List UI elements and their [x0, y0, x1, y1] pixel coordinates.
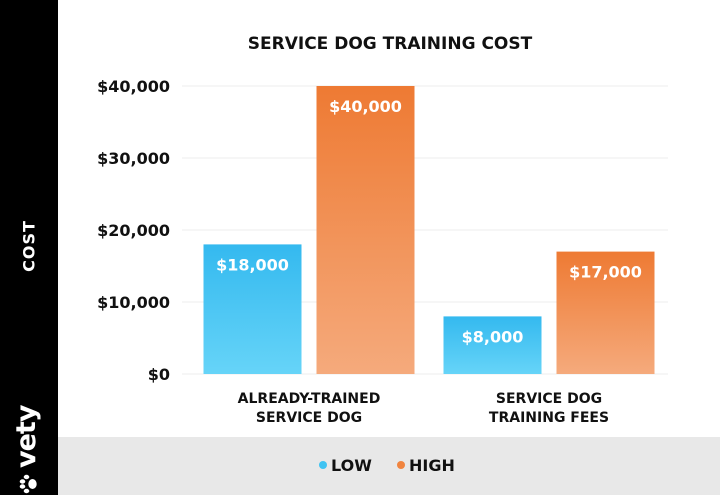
data-label: $8,000	[462, 327, 524, 346]
y-tick-label: $40,000	[97, 77, 170, 96]
y-tick-label: $30,000	[97, 149, 170, 168]
x-category-label: SERVICE DOG	[256, 410, 362, 426]
brand-logo: vety	[9, 380, 49, 500]
paw-icon	[19, 474, 37, 494]
legend-marker-high	[397, 461, 405, 469]
legend-marker-low	[319, 461, 327, 469]
data-label: $18,000	[216, 255, 289, 274]
sidebar: COST vety	[0, 0, 58, 495]
data-label: $17,000	[569, 263, 642, 282]
bar-low	[203, 244, 302, 374]
x-category-label: SERVICE DOG	[496, 391, 602, 407]
y-tick-label: $10,000	[97, 293, 170, 312]
x-category-label: ALREADY-TRAINED	[238, 391, 381, 407]
data-label: $40,000	[329, 97, 402, 116]
legend-background	[58, 437, 720, 495]
x-category-label: TRAINING FEES	[489, 410, 609, 426]
bar-high	[316, 86, 415, 374]
legend-label-high: HIGH	[409, 456, 455, 475]
bar-low	[443, 316, 542, 374]
y-tick-label: $0	[148, 365, 170, 384]
chart-title: SERVICE DOG TRAINING COST	[248, 34, 533, 54]
legend-label-low: LOW	[331, 456, 372, 475]
bar-high	[556, 251, 655, 374]
y-tick-label: $20,000	[97, 221, 170, 240]
